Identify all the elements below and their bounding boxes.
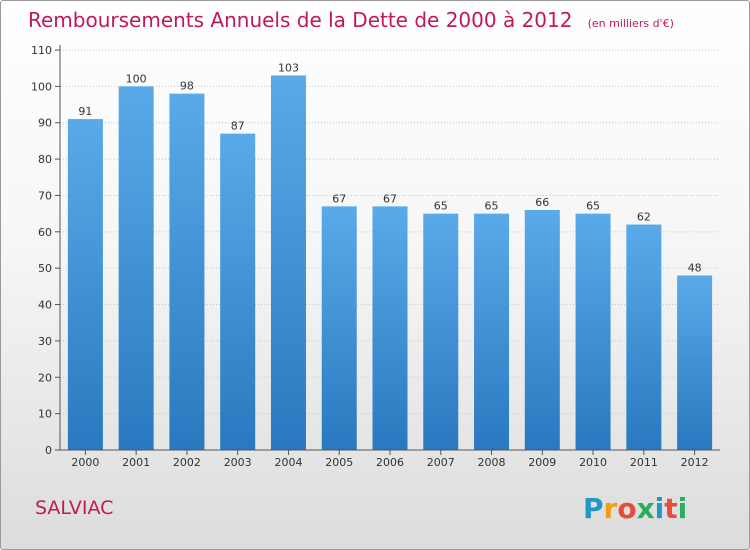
y-tick-label: 60 <box>38 226 52 239</box>
x-axis: 2000 2001 2002 2003 2004 2005 2006 2007 2008 2009… <box>59 45 720 469</box>
data-label: 98 <box>180 80 194 93</box>
data-label: 65 <box>586 200 600 213</box>
x-tick-label: 2007 <box>427 456 455 469</box>
y-tick-label: 0 <box>45 444 52 457</box>
bar <box>321 206 357 450</box>
x-tick-label: 2006 <box>376 456 404 469</box>
data-label: 103 <box>278 61 299 74</box>
data-label: 100 <box>126 72 147 85</box>
x-tick-label: 2001 <box>122 456 150 469</box>
logo-letter: i <box>655 492 665 525</box>
proxiti-logo: Proxiti <box>583 492 687 525</box>
x-tick-label: 2000 <box>71 456 99 469</box>
bar <box>270 75 306 451</box>
y-tick-label: 90 <box>38 117 52 130</box>
logo-letter: P <box>583 492 604 525</box>
y-tick-label: 20 <box>38 371 52 384</box>
x-tick-label: 2002 <box>173 456 201 469</box>
data-label: 87 <box>231 120 245 133</box>
data-label: 67 <box>383 192 397 205</box>
bar <box>220 133 256 451</box>
data-label: 66 <box>535 196 549 209</box>
x-tick-label: 2012 <box>681 456 709 469</box>
bar <box>169 93 205 451</box>
bar <box>575 213 611 450</box>
x-tick-label: 2011 <box>630 456 658 469</box>
x-tick-label: 2005 <box>325 456 353 469</box>
place-label: SALVIAC <box>35 497 113 519</box>
y-tick-label: 40 <box>38 299 52 312</box>
bar <box>626 224 662 450</box>
logo-letter: t <box>664 492 677 525</box>
bar <box>372 206 408 450</box>
data-label: 65 <box>434 200 448 213</box>
bar <box>423 213 459 450</box>
y-tick-label: 30 <box>38 335 52 348</box>
bar <box>677 275 713 450</box>
bar <box>524 210 560 450</box>
logo-letter: o <box>617 492 636 525</box>
bar <box>118 86 154 450</box>
chart-title: Remboursements Annuels de la Dette de 20… <box>28 8 674 32</box>
x-tick-label: 2009 <box>528 456 556 469</box>
x-tick-label: 2004 <box>274 456 302 469</box>
bar <box>67 119 103 450</box>
data-label: 62 <box>637 211 651 224</box>
data-labels: 91 100 98 87 103 67 67 65 65 66 65 62 48 <box>78 61 701 274</box>
y-tick-label: 100 <box>31 80 52 93</box>
y-tick-label: 50 <box>38 262 52 275</box>
y-axis: 0 10 20 30 40 50 60 70 80 90 100 110 <box>31 44 60 457</box>
x-tick-label: 2003 <box>224 456 252 469</box>
y-tick-label: 80 <box>38 153 52 166</box>
data-label: 48 <box>688 261 702 274</box>
x-tick-label: 2010 <box>579 456 607 469</box>
data-label: 67 <box>332 192 346 205</box>
logo-letter: x <box>637 492 655 525</box>
y-tick-label: 70 <box>38 189 52 202</box>
x-tick-label: 2008 <box>478 456 506 469</box>
bars <box>67 75 713 451</box>
bar <box>474 213 510 450</box>
data-label: 65 <box>485 200 499 213</box>
logo-letter: i <box>678 492 688 525</box>
y-tick-label: 110 <box>31 44 52 57</box>
logo-letter: r <box>604 492 618 525</box>
data-label: 91 <box>78 105 92 118</box>
y-tick-label: 10 <box>38 408 52 421</box>
